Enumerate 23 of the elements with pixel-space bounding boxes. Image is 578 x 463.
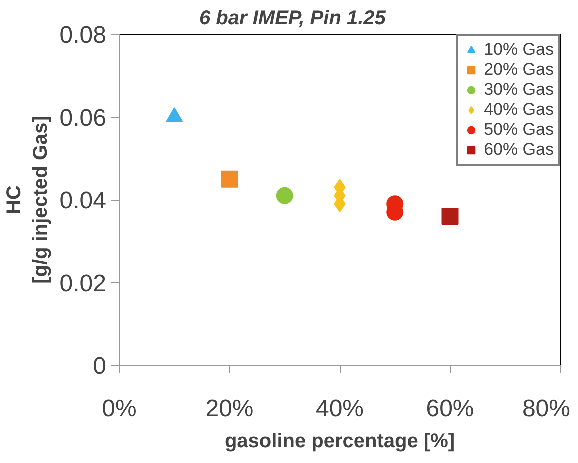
y-tick-label: 0.04 bbox=[60, 188, 107, 214]
legend-label: 10% Gas bbox=[484, 40, 554, 60]
y-tick-label: 0.02 bbox=[60, 270, 107, 298]
x-axis-title: gasoline percentage [%] bbox=[224, 430, 456, 452]
x-tick-label: 0% bbox=[102, 396, 137, 422]
point bbox=[442, 208, 459, 226]
point bbox=[166, 108, 184, 122]
legend-label: 30% Gas bbox=[484, 80, 554, 100]
legend-label: 60% Gas bbox=[484, 140, 554, 160]
y-tick-label: 0.06 bbox=[60, 104, 107, 132]
legend-label: 50% Gas bbox=[484, 120, 554, 140]
legend-label: 20% Gas bbox=[484, 60, 554, 80]
x-tick-label: 80% bbox=[522, 396, 571, 422]
x-tick-label: 60% bbox=[426, 396, 474, 422]
legend-label: 40% Gas bbox=[484, 100, 554, 120]
point bbox=[276, 187, 294, 204]
chart-title: 6 bar IMEP, Pin 1.25 bbox=[200, 8, 387, 30]
x-tick-label: 20% bbox=[206, 396, 254, 422]
y-axis-title: HC [g/g injected Gas] bbox=[3, 116, 52, 284]
point bbox=[221, 170, 238, 188]
y-tick-label: 0.08 bbox=[60, 22, 107, 49]
x-tick-label: 40% bbox=[316, 396, 364, 422]
y-tick-label: 0 bbox=[93, 353, 107, 380]
